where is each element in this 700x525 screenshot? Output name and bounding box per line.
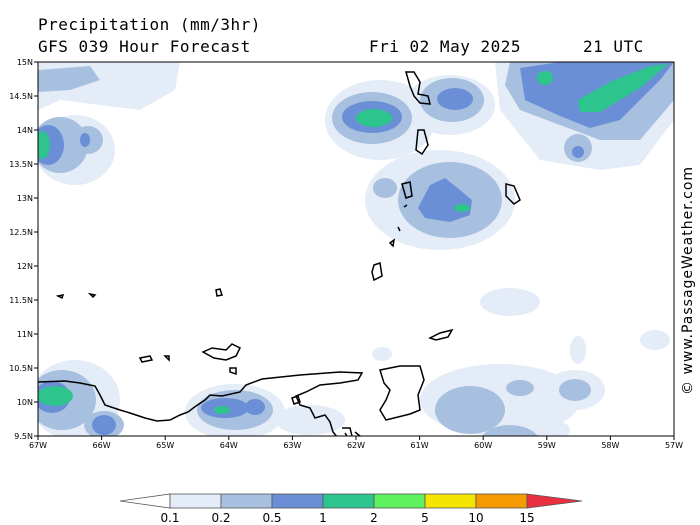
lon-label: 63W xyxy=(283,441,301,450)
lon-label: 60W xyxy=(474,441,492,450)
forecast-time: 21 UTC xyxy=(583,37,644,56)
margarita-island xyxy=(201,343,242,361)
lat-label: 13.5N xyxy=(9,160,33,169)
precip-green xyxy=(38,64,668,414)
grenada-island xyxy=(371,262,383,282)
lat-label: 10N xyxy=(17,398,33,407)
st-lucia-island xyxy=(415,129,429,156)
lat-label: 12.5N xyxy=(9,228,33,237)
legend-labels: 0.1 0.2 0.5 1 2 5 10 15 xyxy=(160,511,534,525)
lat-label: 10.5N xyxy=(9,364,33,373)
forecast-date: Fri 02 May 2025 xyxy=(369,37,521,56)
blanquilla-island xyxy=(163,355,170,362)
latitude-axis: 15N 14.5N 14N 13.5N 13N 12.5N 12N 11.5N 11N 10.5N… xyxy=(9,58,38,441)
legend-arrow-low xyxy=(119,493,171,509)
islet-b xyxy=(87,292,97,299)
barbados-island xyxy=(505,183,521,205)
legend-swatch xyxy=(424,493,477,509)
islet-a xyxy=(55,294,65,300)
legend-swatch xyxy=(322,493,375,509)
legend-label: 2 xyxy=(370,511,378,525)
legend-bar xyxy=(119,493,583,509)
lon-label: 59W xyxy=(538,441,556,450)
lon-label: 57W xyxy=(665,441,683,450)
lat-label: 13N xyxy=(17,194,33,203)
legend-swatch xyxy=(475,493,528,509)
bequia-islet xyxy=(403,204,408,208)
legend-label: 0.5 xyxy=(262,511,281,525)
legend-label: 0.2 xyxy=(211,511,230,525)
legend-swatch xyxy=(220,493,273,509)
legend-label: 5 xyxy=(421,511,429,525)
lat-label: 11.5N xyxy=(9,296,33,305)
st-vincent-island xyxy=(401,181,413,199)
legend-swatch xyxy=(169,493,222,509)
coche-island xyxy=(229,367,237,376)
venezuela-coast xyxy=(38,371,364,436)
lat-label: 15N xyxy=(17,58,33,67)
paria-fragment xyxy=(291,395,301,405)
lon-label: 66W xyxy=(93,441,111,450)
aves-islet xyxy=(215,288,223,297)
tobago-island xyxy=(428,328,454,341)
precipitation-layer xyxy=(38,62,674,436)
lat-label: 11N xyxy=(17,330,33,339)
martinique-island xyxy=(405,71,431,105)
lon-label: 65W xyxy=(156,441,174,450)
map-title: Precipitation (mm/3hr) xyxy=(38,15,261,34)
lon-label: 67W xyxy=(29,441,47,450)
legend-label: 10 xyxy=(468,511,483,525)
legend-label: 15 xyxy=(519,511,534,525)
legend-label: 0.1 xyxy=(160,511,179,525)
legend-arrow-high xyxy=(526,493,583,509)
trinidad-island xyxy=(379,365,425,421)
lat-label: 12N xyxy=(17,262,33,271)
lon-label: 61W xyxy=(411,441,429,450)
tortuga-island xyxy=(138,355,154,363)
carriacou-islet xyxy=(397,226,401,232)
longitude-axis: 67W 66W 65W 64W 63W 62W 61W 60W 59W 58W 57W xyxy=(29,436,683,450)
legend-swatch xyxy=(271,493,324,509)
lat-label: 9.5N xyxy=(14,432,33,441)
lat-label: 14N xyxy=(17,126,33,135)
forecast-subtitle: GFS 039 Hour Forecast xyxy=(38,37,251,56)
legend-label: 1 xyxy=(319,511,327,525)
lon-label: 62W xyxy=(347,441,365,450)
lon-label: 64W xyxy=(220,441,238,450)
lat-label: 14.5N xyxy=(9,92,33,101)
legend-swatch xyxy=(373,493,426,509)
union-islet xyxy=(388,238,396,248)
lon-label: 58W xyxy=(601,441,619,450)
